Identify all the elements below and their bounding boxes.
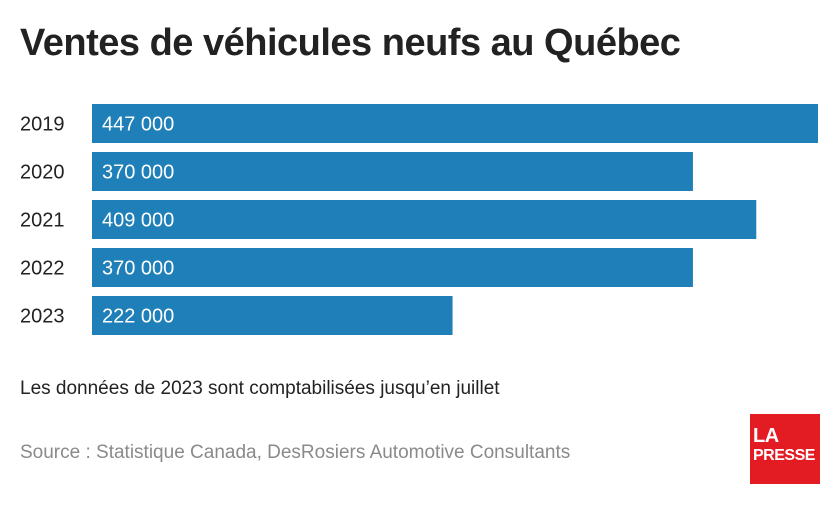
bar-2021 bbox=[92, 200, 757, 239]
chart-title: Ventes de véhicules neufs au Québec bbox=[20, 22, 681, 64]
value-label-2021: 409 000 bbox=[102, 210, 174, 232]
category-label-2021: 2021 bbox=[20, 210, 65, 232]
bar-2022 bbox=[92, 248, 693, 287]
bar-2020 bbox=[92, 152, 693, 191]
value-label-2019: 447 000 bbox=[102, 114, 174, 136]
category-label-2020: 2020 bbox=[20, 162, 65, 184]
category-label-2023: 2023 bbox=[20, 306, 65, 328]
value-label-2023: 222 000 bbox=[102, 306, 174, 328]
bar-2019 bbox=[92, 104, 818, 143]
bar-2023 bbox=[92, 296, 453, 335]
value-label-2020: 370 000 bbox=[102, 162, 174, 184]
footnote: Les données de 2023 sont comptabilisées … bbox=[20, 378, 500, 399]
category-label-2019: 2019 bbox=[20, 114, 65, 136]
la-presse-logo: LA PRESSE bbox=[750, 414, 820, 484]
category-label-2022: 2022 bbox=[20, 258, 65, 280]
source-credit: Source : Statistique Canada, DesRosiers … bbox=[20, 442, 571, 463]
logo-line-1: LA bbox=[753, 425, 779, 447]
logo-line-2: PRESSE bbox=[753, 447, 815, 464]
value-label-2022: 370 000 bbox=[102, 258, 174, 280]
bar-chart: 2019 447 000 2020 370 000 2021 409 000 2022 370… bbox=[20, 104, 818, 335]
